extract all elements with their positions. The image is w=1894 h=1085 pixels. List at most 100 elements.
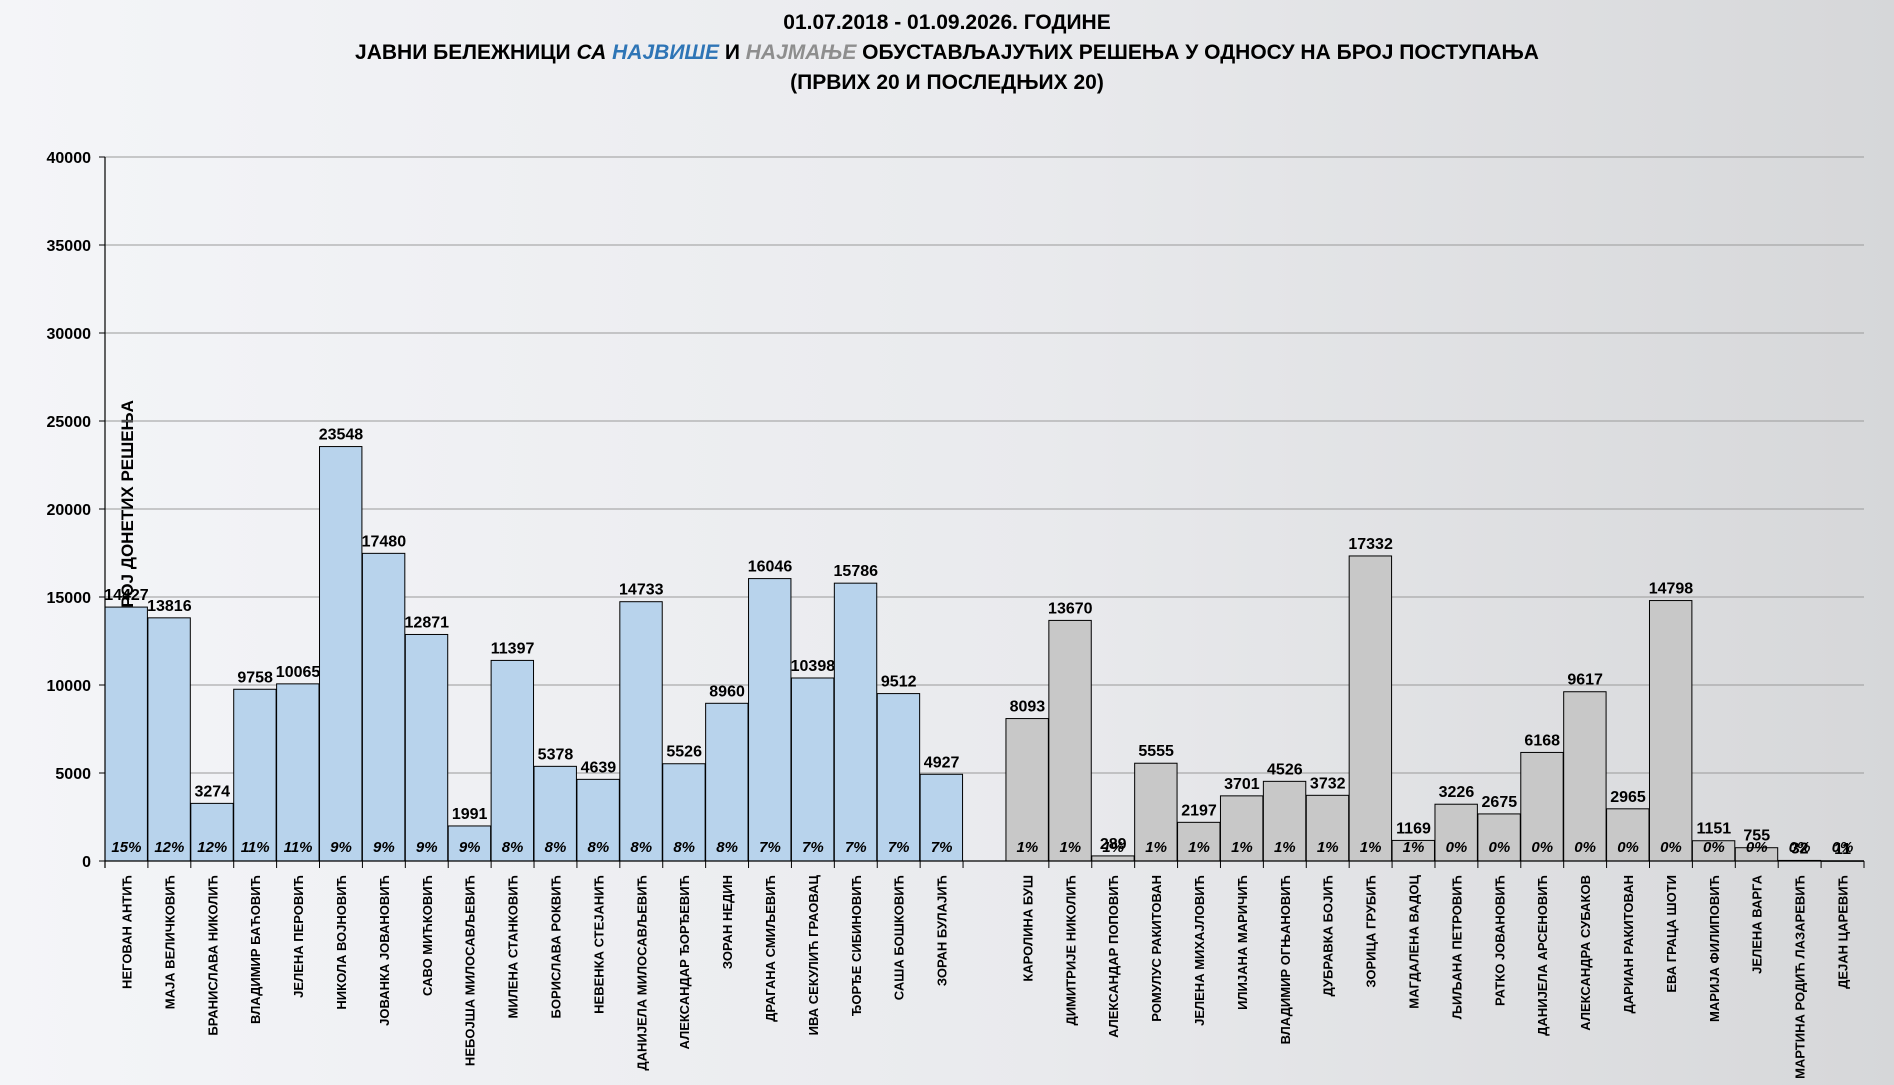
percent-label: 8% [588,839,610,856]
bar [876,693,921,862]
category-label: МАРТИНА РОДИЋ ЛАЗАРЕВИЋ [1793,875,1808,1079]
category-label: НЕБОЈША МИЛОСАВЉЕВИЋ [463,875,478,1066]
y-tick-label: 15000 [47,590,92,607]
bar [1219,795,1264,862]
bar [1648,600,1693,862]
percent-label: 12% [154,839,184,856]
y-tick-label: 0 [82,854,91,871]
data-label: 4639 [581,759,617,776]
percent-label: 0% [1531,839,1553,856]
category-label: РОМУЛУС РАКИТОВАН [1149,875,1164,1022]
percent-label: 0% [1832,839,1854,856]
percent-label: 1% [1360,839,1382,856]
percent-label: 7% [802,839,824,856]
data-label: 32 [1791,840,1809,857]
category-label: ИВА СЕКУЛИЋ ГРАОВАЦ [806,875,821,1036]
bar [1262,780,1307,862]
category-label: БОРИСЛАВА РОКВИЋ [548,875,563,1018]
category-label: НИКОЛА ВОЈНОВИЋ [334,875,349,1010]
percent-label: 8% [673,839,695,856]
bar [1091,855,1135,862]
data-label: 17332 [1348,536,1393,553]
percent-label: 9% [459,839,481,856]
y-tick-label: 25000 [47,414,92,431]
title-line-3: (ПРВИХ 20 И ПОСЛЕДЊИХ 20) [790,71,1104,94]
bar [619,601,663,862]
percent-label: 1% [1231,839,1253,856]
category-label: РАТКО ЈОВАНОВИЋ [1492,875,1507,1006]
percent-label: 1% [1102,839,1124,856]
title-line-1: 01.07.2018 - 01.09.2026. ГОДИНЕ [783,11,1111,34]
data-label: 5378 [538,746,574,763]
percent-label: 11% [241,839,270,856]
percent-label: 9% [373,839,395,856]
title-part-b: СА [576,41,613,64]
percent-label: 7% [759,839,781,856]
category-label: САША БОШКОВИЋ [892,875,907,1000]
category-label: ЕВА ГРАЦА ШОТИ [1664,875,1679,993]
category-label: КАРОЛИНА БУШ [1020,875,1035,982]
category-label: ДЕЈАН ЦАРЕВИЋ [1836,875,1851,989]
percent-label: 7% [845,839,867,856]
percent-label: 7% [931,839,953,856]
category-label: ЈЕЛЕНА ПЕРОВИЋ [291,875,306,998]
category-label: ДАНИЈЕЛА АРСЕНОВИЋ [1535,875,1550,1036]
data-label: 11397 [491,640,535,657]
bar [1048,619,1092,862]
bar [790,677,835,862]
percent-label: 0% [1746,839,1768,856]
percent-label: 0% [1488,839,1510,856]
category-label: ЗОРАН БУЛАЈИЋ [935,875,950,986]
percent-label: 1% [1403,839,1425,856]
bar [919,773,964,862]
y-tick-label: 35000 [47,238,92,255]
data-label: 14427 [104,587,149,604]
data-label: 3701 [1224,776,1260,793]
category-label: МАЈА ВЕЛИЧКОВИЋ [162,875,177,1009]
bar [104,606,148,862]
data-label: 2197 [1181,802,1217,819]
data-label: 9512 [881,674,917,691]
data-label: 2965 [1610,789,1646,806]
category-label: ДАНИЈЕЛА МИЛОСАВЉЕВИЋ [634,875,649,1071]
data-label: 8960 [709,683,745,700]
percent-label: 1% [1059,839,1081,856]
data-label: 2675 [1482,794,1518,811]
data-label: 9758 [237,669,273,686]
y-tick-label: 40000 [47,150,92,167]
y-tick-label: 20000 [47,502,92,519]
category-label: ЈЕЛЕНА ВАРГА [1750,874,1765,973]
bar [1005,718,1049,862]
bar [361,552,406,862]
data-label: 13816 [147,598,192,615]
category-label: АЛЕКСАНДРА СУБАКОВ [1578,875,1593,1031]
category-label: НЕВЕНКА СТЕЈАНИЋ [591,875,606,1014]
data-label: 3732 [1310,775,1346,792]
data-label: 10065 [276,664,321,681]
percent-label: 11% [284,839,313,856]
data-label: 1151 [1696,821,1731,838]
percent-label: 0% [1703,839,1725,856]
title-highlight-most: НАЈВИШЕ [612,41,719,64]
data-label: 13670 [1048,600,1093,617]
data-label: 1169 [1396,820,1431,837]
data-label: 14798 [1649,581,1694,598]
data-label: 3226 [1439,784,1475,801]
title-highlight-least: НАЈМАЊЕ [745,41,857,64]
percent-label: 9% [416,839,438,856]
bar [490,659,535,862]
y-tick-label: 30000 [47,326,92,343]
y-tick-label: 10000 [47,678,92,695]
bar [276,683,320,862]
title-line-2: ЈАВНИ БЕЛЕЖНИЦИ СА НАЈВИШЕ И НАЈМАЊЕ ОБУ… [0,38,1894,68]
percent-label: 8% [502,839,524,856]
category-label: ДРАГАНА СМИЉЕВИЋ [763,875,778,1022]
bar [576,778,620,862]
data-label: 5526 [666,744,702,761]
bar [1477,813,1521,862]
percent-label: 0% [1446,839,1468,856]
data-label: 14733 [619,582,664,599]
percent-label: 7% [888,839,910,856]
title-part-d: И [719,41,746,64]
